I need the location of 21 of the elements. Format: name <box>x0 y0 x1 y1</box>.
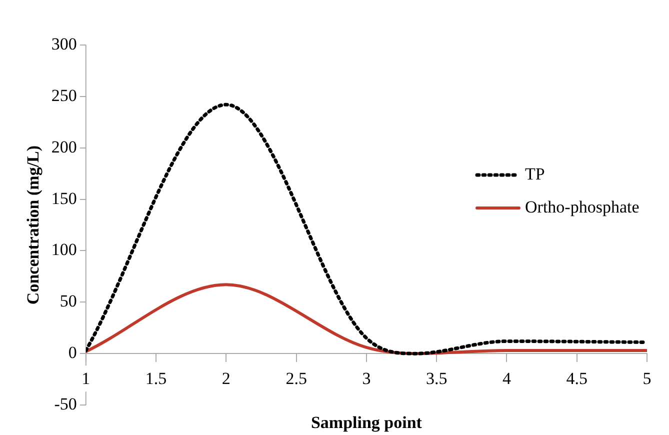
y-tick-label: 300 <box>51 34 77 54</box>
x-tick-label: 3 <box>362 369 371 388</box>
x-axis-title: Sampling point <box>310 412 422 432</box>
x-tick-label: 3.5 <box>426 369 448 388</box>
x-tick-label: 1.5 <box>145 369 167 388</box>
x-tick-label: 1 <box>82 369 90 388</box>
x-tick-label: 4 <box>502 369 512 388</box>
y-axis-title: Concentration (mg/L) <box>24 145 43 305</box>
legend-label: TP <box>525 164 545 184</box>
legend-label: Ortho-phosphate <box>525 197 640 216</box>
x-tick-label: 2.5 <box>286 369 307 388</box>
y-tick-label: -50 <box>54 394 77 414</box>
y-tick-label: 50 <box>60 292 77 311</box>
x-tick-label: 5 <box>642 369 652 388</box>
y-tick-label: 0 <box>68 343 77 362</box>
y-tick-label: 150 <box>51 188 77 208</box>
y-tick-label: 200 <box>51 137 77 156</box>
y-tick-label: 100 <box>51 240 77 260</box>
x-tick-label: 4.5 <box>566 369 588 388</box>
y-tick-label: 250 <box>51 86 77 105</box>
x-tick-label: 2 <box>222 369 230 388</box>
